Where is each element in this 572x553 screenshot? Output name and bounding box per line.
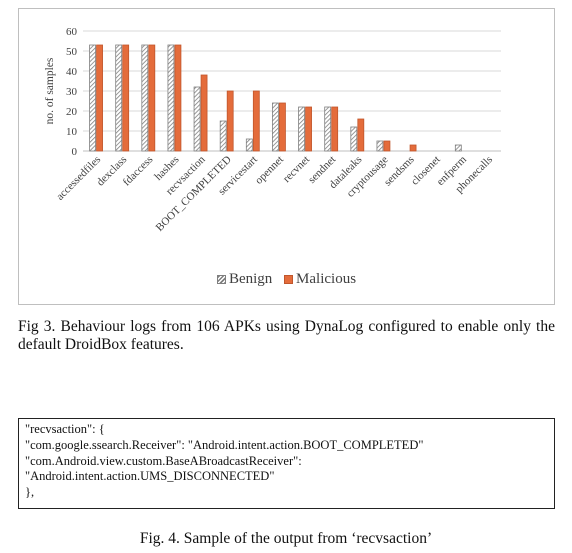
x-tick-label: recvnet	[281, 154, 312, 185]
y-tick-label: 50	[66, 46, 78, 58]
y-tick-label: 60	[66, 26, 78, 38]
legend-label-benign: Benign	[228, 271, 273, 287]
bar-benign	[115, 44, 123, 152]
figure-3-caption: Fig 3. Behaviour logs from 106 APKs usin…	[18, 318, 555, 353]
y-tick-label: 0	[72, 146, 78, 158]
bar-benign	[350, 126, 358, 152]
figure-4-code-box: "recvsaction": { "com.google.ssearch.Rec…	[18, 418, 555, 509]
y-axis-label: no. of samples	[44, 57, 56, 124]
code-line: "com.Android.view.custom.BaseABroadcastR…	[25, 453, 302, 468]
bar-benign	[89, 44, 96, 152]
bar-malicious	[383, 140, 391, 152]
chart-legend: Benign Malicious	[19, 271, 554, 289]
legend-swatch-benign	[216, 275, 226, 284]
figure-4-caption: Fig. 4. Sample of the output from ‘recvs…	[139, 530, 433, 547]
bar-malicious	[331, 106, 339, 152]
bar-benign	[454, 144, 462, 152]
y-tick-label: 40	[66, 66, 78, 78]
bar-benign	[324, 106, 332, 152]
bar-benign	[245, 138, 253, 152]
code-line: "recvsaction": {	[25, 422, 105, 436]
y-tick-label: 20	[66, 106, 78, 118]
bar-benign	[193, 86, 201, 152]
bar-benign	[141, 44, 149, 152]
bar-malicious	[357, 118, 365, 152]
bar-benign	[272, 102, 279, 152]
bar-benign	[167, 44, 175, 152]
bar-malicious	[122, 44, 130, 152]
code-line: "Android.intent.action.UMS_DISCONNECTED"	[25, 469, 275, 484]
figure-3-chart: 0 10 20 30 40 50 60 no. of samples accessedfiles…	[18, 8, 555, 305]
y-tick-label: 10	[66, 126, 78, 138]
bar-benign	[298, 106, 305, 152]
y-tick-label: 30	[66, 86, 78, 98]
bar-malicious	[200, 74, 208, 152]
bar-malicious	[279, 102, 286, 152]
legend-item-benign: Benign	[216, 271, 273, 288]
bar-malicious	[174, 44, 182, 152]
bar-malicious	[96, 44, 103, 152]
bar-benign	[219, 120, 227, 152]
x-tick-label: opennet	[253, 154, 286, 187]
bar-malicious	[409, 144, 417, 152]
code-line: "com.google.ssearch.Receiver": "Android.…	[25, 437, 424, 452]
legend-swatch-malicious	[284, 275, 294, 284]
bar-benign	[376, 140, 384, 152]
legend-label-malicious: Malicious	[296, 271, 357, 287]
bar-malicious	[226, 90, 234, 152]
bar-malicious	[305, 106, 312, 152]
legend-item-malicious: Malicious	[284, 271, 356, 288]
code-line: },	[25, 485, 35, 500]
bar-malicious	[148, 44, 156, 152]
bar-malicious	[252, 90, 260, 152]
